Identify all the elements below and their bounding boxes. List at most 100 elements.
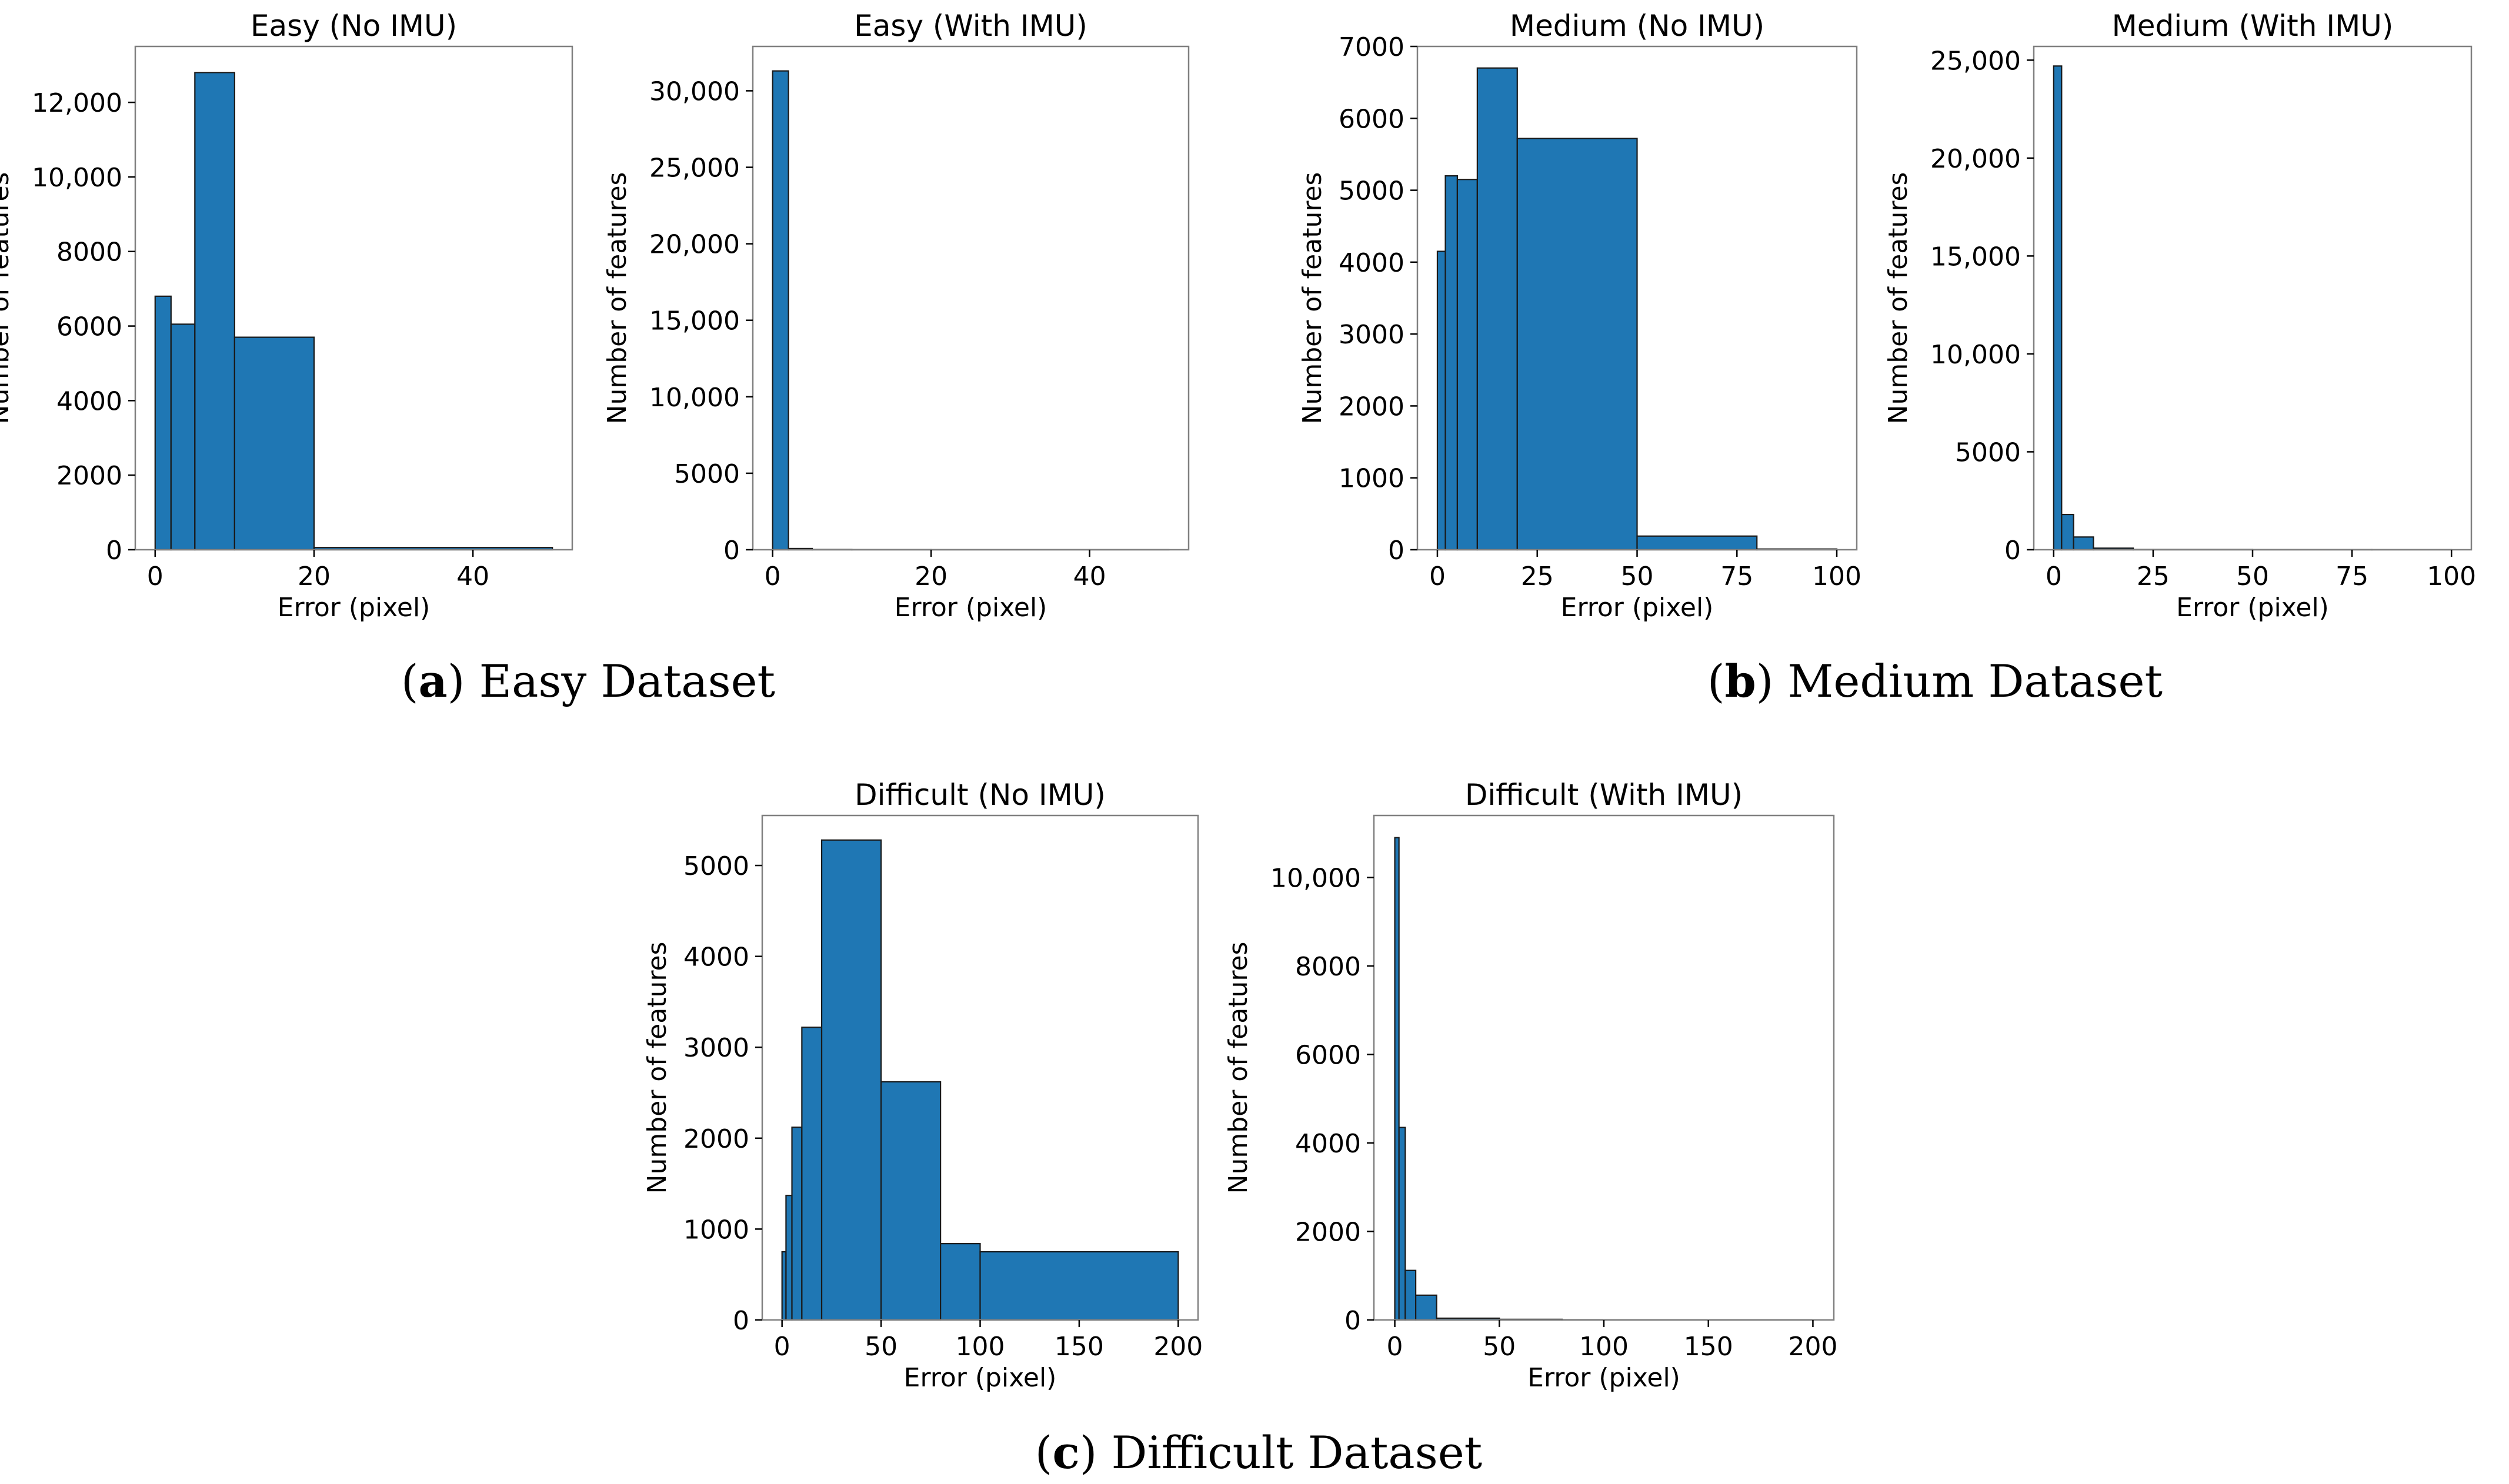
y-tick-label: 3000 <box>1339 320 1404 350</box>
y-tick-label: 10,000 <box>32 163 122 193</box>
x-tick-label: 200 <box>1153 1332 1203 1362</box>
x-tick-label: 50 <box>1621 561 1654 591</box>
x-tick-label: 0 <box>147 561 164 591</box>
x-tick-label: 150 <box>1684 1332 1733 1362</box>
x-tick-label: 20 <box>915 561 947 591</box>
chart-medium-no-imu: 0 25 50 75 10001000200030004000500060007000M… <box>1297 9 1861 623</box>
y-tick-label: 10,000 <box>1930 340 2021 370</box>
x-tick-label: 50 <box>2236 561 2269 591</box>
y-tick-label: 5000 <box>683 851 749 881</box>
x-tick-label: 0 <box>774 1332 790 1362</box>
histogram-bar <box>2073 536 2094 551</box>
y-tick-label: 0 <box>106 536 122 566</box>
chart-title: Difficult (With IMU) <box>1465 778 1743 812</box>
chart-difficult-no-imu: 0 50 100 150 200010002000300040005000Difficu… <box>642 778 1203 1393</box>
y-axis-label: Number of features <box>642 942 672 1194</box>
y-axis-label: Number of features <box>1883 172 1913 425</box>
x-tick-label: 100 <box>956 1332 1005 1362</box>
y-axis-label: Number of features <box>602 172 632 425</box>
plot-frame <box>1373 814 1835 1321</box>
x-tick-label: 40 <box>456 561 489 591</box>
chart-title: Difficult (No IMU) <box>855 778 1106 812</box>
chart-easy-no-imu: 0 20 40 0 2000 4000 6000 8000 10,000 12,000 Easy (… <box>0 9 573 623</box>
x-tick-label: 100 <box>1579 1332 1629 1362</box>
caption-medium-dataset: (b) Medium Dataset <box>1707 655 2163 707</box>
histogram-bar <box>170 323 196 551</box>
y-tick-label: 25,000 <box>649 153 740 183</box>
y-axis-label: Number of features <box>1223 942 1253 1194</box>
x-tick-label: 20 <box>298 561 331 591</box>
histogram-bar <box>1436 250 1446 551</box>
y-axis-label: Number of features <box>0 172 15 425</box>
x-tick-label: 25 <box>1521 561 1554 591</box>
plot-frame <box>134 45 573 551</box>
y-tick-label: 3000 <box>683 1033 749 1063</box>
y-tick-label: 4000 <box>1295 1129 1361 1159</box>
caption-label: Medium Dataset <box>1773 655 2163 707</box>
histogram-bar <box>1516 138 1638 551</box>
y-tick-label: 7000 <box>1339 32 1404 62</box>
histogram-bars <box>1436 67 1838 551</box>
y-tick-label: 4000 <box>1339 248 1404 278</box>
x-axis-label: Error (pixel) <box>904 1363 1057 1393</box>
y-tick-label: 8000 <box>1295 952 1361 982</box>
y-tick-label: 6000 <box>1295 1040 1361 1070</box>
y-tick-label: 1000 <box>1339 464 1404 494</box>
histogram-bar <box>154 295 172 551</box>
y-tick-label: 0 <box>1388 536 1404 566</box>
y-tick-label: 2000 <box>683 1124 749 1154</box>
y-tick-label: 15,000 <box>649 306 740 336</box>
histogram-bar <box>785 1195 793 1321</box>
caption-difficult-dataset: (c) Difficult Dataset <box>1035 1426 1482 1479</box>
y-tick-label: 2000 <box>1295 1217 1361 1247</box>
histogram-bars <box>154 72 553 551</box>
y-tick-label: 0 <box>723 536 740 566</box>
y-tick-label: 4000 <box>683 942 749 972</box>
plot-frame <box>2033 45 2473 551</box>
histogram-bars <box>781 839 1179 1321</box>
histogram-bars <box>2053 65 2453 551</box>
histogram-bar <box>880 1081 942 1321</box>
histogram-bar <box>820 839 882 1321</box>
histogram-bar <box>940 1243 981 1321</box>
x-tick-label: 50 <box>1483 1332 1516 1362</box>
chart-title: Easy (With IMU) <box>854 9 1087 43</box>
histogram-bar <box>194 72 235 551</box>
y-tick-label: 2000 <box>1339 392 1404 422</box>
histogram-bar <box>1398 1127 1406 1321</box>
x-axis-label: Error (pixel) <box>2176 593 2329 623</box>
chart-title: Medium (No IMU) <box>1510 9 1764 43</box>
x-tick-label: 0 <box>1387 1332 1403 1362</box>
y-tick-label: 2000 <box>56 461 122 491</box>
y-tick-label: 15,000 <box>1930 242 2021 272</box>
histogram-bar <box>1476 67 1518 551</box>
x-tick-label: 75 <box>2335 561 2368 591</box>
y-axis-label: Number of features <box>1297 172 1327 425</box>
histogram-bar <box>1444 175 1459 551</box>
histogram-bar <box>979 1251 1179 1321</box>
chart-title: Medium (With IMU) <box>2112 9 2394 43</box>
histogram-bar <box>233 336 315 551</box>
y-tick-label: 20,000 <box>1930 144 2021 174</box>
chart-medium-with-imu: 0 25 50 75 100 0 5000 10,000 15,000 20,000 25,000 M… <box>1883 9 2476 623</box>
y-tick-label: 0 <box>2004 536 2021 566</box>
y-tick-label: 1000 <box>683 1215 749 1245</box>
y-tick-label: 0 <box>1344 1306 1361 1336</box>
x-tick-label: 40 <box>1073 561 1106 591</box>
x-axis-label: Error (pixel) <box>1561 593 1714 623</box>
histogram-bar <box>2053 65 2063 551</box>
histogram-bar <box>1414 1294 1437 1321</box>
figure-captions: (a) Easy Dataset (b) Medium Dataset (c) … <box>401 655 2163 1479</box>
histogram-bar <box>1456 179 1478 551</box>
caption-label: Difficult Dataset <box>1097 1426 1482 1479</box>
caption-letter: b <box>1725 655 1756 707</box>
x-tick-label: 25 <box>2137 561 2170 591</box>
x-tick-label: 75 <box>1720 561 1753 591</box>
x-tick-label: 200 <box>1788 1332 1837 1362</box>
histogram-bars <box>1394 837 1814 1321</box>
chart-title: Easy (No IMU) <box>251 9 457 43</box>
x-tick-label: 150 <box>1055 1332 1104 1362</box>
x-tick-label: 0 <box>1429 561 1446 591</box>
y-tick-label: 10,000 <box>1270 863 1361 893</box>
histogram-bar <box>791 1127 803 1321</box>
